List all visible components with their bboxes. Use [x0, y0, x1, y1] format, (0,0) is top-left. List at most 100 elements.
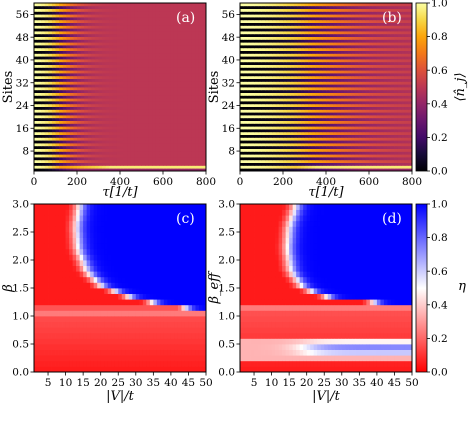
heat-cell [394, 103, 399, 107]
heat-cell [408, 123, 413, 127]
heat-cell [408, 140, 413, 144]
heat-cell [300, 123, 305, 127]
heat-cell [408, 143, 413, 147]
heat-cell [62, 120, 67, 124]
heat-cell [268, 140, 273, 144]
heat-cell [390, 101, 395, 105]
heat-cell [383, 154, 388, 158]
heat-cell [188, 89, 193, 93]
heat-cell [134, 112, 139, 116]
heat-cell [163, 56, 167, 60]
heat-cell [152, 5, 157, 9]
heat-cell [408, 131, 413, 135]
heat-cell [383, 101, 388, 105]
heat-cell [300, 89, 305, 93]
heat-cell [379, 70, 384, 74]
heat-cell [268, 151, 273, 155]
heat-cell [109, 67, 114, 71]
heat-cell [191, 129, 196, 133]
heat-cell [112, 115, 117, 119]
heat-cell [401, 101, 406, 105]
heat-cell [265, 59, 270, 63]
heat-cell [98, 67, 103, 71]
heat-cell [322, 103, 327, 107]
heat-cell [279, 143, 284, 147]
heat-cell [77, 140, 81, 144]
heat-cell [123, 14, 128, 18]
heat-cell [184, 5, 189, 9]
heat-cell [170, 123, 175, 127]
heat-cell [354, 59, 359, 63]
heat-cell [315, 50, 320, 54]
heat-cell [37, 106, 42, 110]
heat-cell [84, 22, 89, 26]
heat-cell [141, 143, 146, 147]
heat-cell [243, 137, 248, 141]
heat-cell [290, 50, 295, 54]
heat-cell [365, 151, 370, 155]
heat-cell [347, 137, 352, 141]
heat-cell [250, 87, 255, 91]
heat-cell [34, 28, 38, 32]
heat-cell [116, 31, 121, 35]
heat-cell [137, 131, 142, 135]
heat-cell [130, 14, 135, 18]
heat-cell [261, 145, 266, 149]
heat-cell [343, 157, 348, 161]
heat-cell [195, 53, 200, 57]
heat-cell [163, 17, 167, 21]
heat-cell [127, 47, 132, 51]
heat-cell [315, 101, 320, 105]
heat-cell [177, 117, 182, 121]
heat-cell [408, 117, 413, 121]
heat-cell [351, 81, 356, 85]
heat-cell [59, 5, 64, 9]
heat-cell [268, 61, 273, 65]
heat-cell [109, 53, 114, 57]
heat-cell [240, 67, 244, 71]
heat-cell [202, 109, 207, 113]
heat-cell [166, 53, 171, 57]
heat-cell [62, 3, 67, 7]
heat-cell [123, 3, 128, 7]
heat-cell [198, 36, 203, 40]
heat-cell [159, 36, 164, 40]
heat-cell [290, 84, 295, 88]
heat-cell [279, 67, 284, 71]
heat-cell [240, 115, 244, 119]
heat-cell [141, 131, 146, 135]
heat-cell [91, 92, 96, 96]
heat-cell [69, 59, 74, 63]
heat-cell [73, 19, 78, 23]
heat-cell [48, 25, 53, 29]
heat-cell [290, 143, 295, 147]
heat-cell [155, 115, 160, 119]
heat-cell [401, 92, 406, 96]
heat-cell [240, 59, 244, 63]
heat-cell [283, 117, 287, 121]
heat-cell [180, 67, 185, 71]
heat-cell [195, 61, 200, 65]
heat-cell [297, 67, 302, 71]
heat-cell [326, 162, 330, 166]
heat-cell [44, 19, 49, 23]
heat-cell [351, 165, 356, 169]
heat-cell [173, 53, 178, 57]
heat-cell [354, 131, 359, 135]
heat-cell [290, 126, 295, 130]
heat-cell [145, 75, 150, 79]
heat-cell [130, 33, 135, 37]
heat-cell [145, 78, 150, 82]
heat-cell [94, 56, 99, 60]
heat-cell [152, 168, 157, 172]
heat-cell [290, 64, 295, 68]
heat-cell [123, 75, 128, 79]
heat-cell [257, 143, 262, 147]
heat-cell [254, 95, 259, 99]
heat-cell [365, 162, 370, 166]
heat-cell [51, 143, 56, 147]
heat-cell [293, 131, 298, 135]
heat-cell [59, 143, 64, 147]
heat-cell [155, 17, 160, 21]
heat-cell [297, 148, 302, 152]
